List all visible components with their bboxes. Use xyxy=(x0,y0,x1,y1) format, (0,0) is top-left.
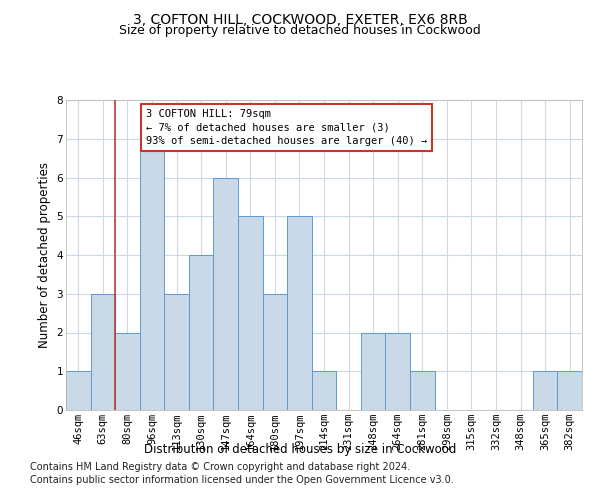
Bar xyxy=(287,216,312,410)
Bar xyxy=(238,216,263,410)
Text: Contains HM Land Registry data © Crown copyright and database right 2024.: Contains HM Land Registry data © Crown c… xyxy=(30,462,410,472)
Text: Distribution of detached houses by size in Cockwood: Distribution of detached houses by size … xyxy=(144,442,456,456)
Bar xyxy=(410,371,434,410)
Y-axis label: Number of detached properties: Number of detached properties xyxy=(38,162,51,348)
Text: 3 COFTON HILL: 79sqm
← 7% of detached houses are smaller (3)
93% of semi-detache: 3 COFTON HILL: 79sqm ← 7% of detached ho… xyxy=(146,110,427,146)
Bar xyxy=(533,371,557,410)
Bar xyxy=(164,294,189,410)
Bar xyxy=(214,178,238,410)
Bar xyxy=(385,332,410,410)
Bar xyxy=(557,371,582,410)
Bar xyxy=(189,255,214,410)
Bar xyxy=(312,371,336,410)
Text: Contains public sector information licensed under the Open Government Licence v3: Contains public sector information licen… xyxy=(30,475,454,485)
Bar xyxy=(66,371,91,410)
Text: 3, COFTON HILL, COCKWOOD, EXETER, EX6 8RB: 3, COFTON HILL, COCKWOOD, EXETER, EX6 8R… xyxy=(133,12,467,26)
Bar xyxy=(140,138,164,410)
Bar xyxy=(361,332,385,410)
Bar xyxy=(263,294,287,410)
Bar xyxy=(115,332,140,410)
Text: Size of property relative to detached houses in Cockwood: Size of property relative to detached ho… xyxy=(119,24,481,37)
Bar xyxy=(91,294,115,410)
